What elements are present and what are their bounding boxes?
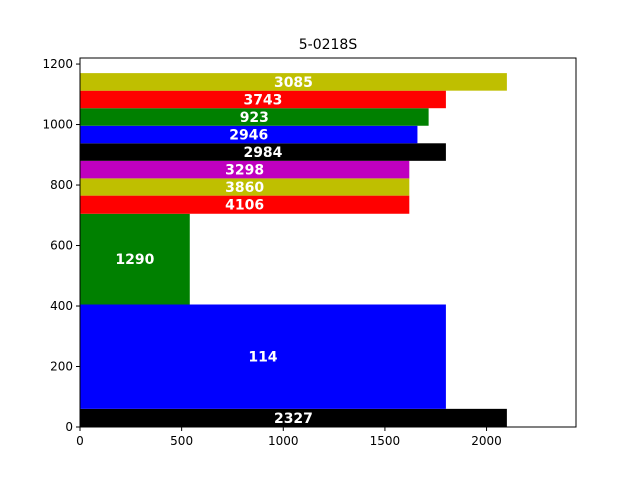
- bar-8: [80, 108, 429, 126]
- bar-1: [80, 304, 446, 409]
- bar-label-6: 2984: [243, 145, 282, 161]
- x-tick-label-1: 500: [170, 434, 193, 448]
- bar-label-7: 2946: [229, 128, 268, 144]
- bar-2: [80, 213, 190, 305]
- y-tick-label-1: 200: [50, 360, 73, 374]
- y-tick-label-3: 600: [50, 239, 73, 253]
- bar-label-4: 3860: [225, 180, 264, 196]
- y-axis: 0 200 400 600 800 1000 1200: [42, 57, 80, 434]
- bar-label-0: 2327: [274, 411, 313, 427]
- bar-label-8: 923: [240, 110, 269, 126]
- y-tick-label-4: 800: [50, 178, 73, 192]
- bar-5: [80, 160, 410, 179]
- y-tick-label-2: 400: [50, 299, 73, 313]
- bar-9: [80, 90, 446, 109]
- x-tick-label-2: 1000: [268, 434, 299, 448]
- chart-title: 5-0218S: [299, 37, 358, 53]
- y-tick-label-5: 1000: [42, 118, 73, 132]
- bar-label-10: 3085: [274, 75, 313, 91]
- bar-label-9: 3743: [243, 92, 282, 108]
- bar-10: [80, 73, 507, 91]
- bar-label-1: 114: [248, 350, 277, 366]
- bar-0: [80, 408, 507, 427]
- bars-group: [80, 73, 507, 427]
- x-tick-label-3: 1500: [370, 434, 401, 448]
- bar-label-2: 1290: [115, 252, 154, 268]
- y-tick-label-0: 0: [65, 420, 73, 434]
- bar-label-3: 4106: [225, 198, 264, 214]
- y-tick-label-6: 1200: [42, 57, 73, 71]
- plot-frame: [79, 57, 577, 428]
- x-tick-label-0: 0: [76, 434, 84, 448]
- x-tick-label-4: 2000: [471, 434, 502, 448]
- bar-label-5: 3298: [225, 163, 264, 179]
- bar-3: [80, 195, 410, 214]
- bar-7: [80, 125, 418, 144]
- bar-4: [80, 178, 410, 196]
- x-axis: 0 500 1000 1500 2000: [76, 427, 502, 448]
- bar-6: [80, 143, 446, 161]
